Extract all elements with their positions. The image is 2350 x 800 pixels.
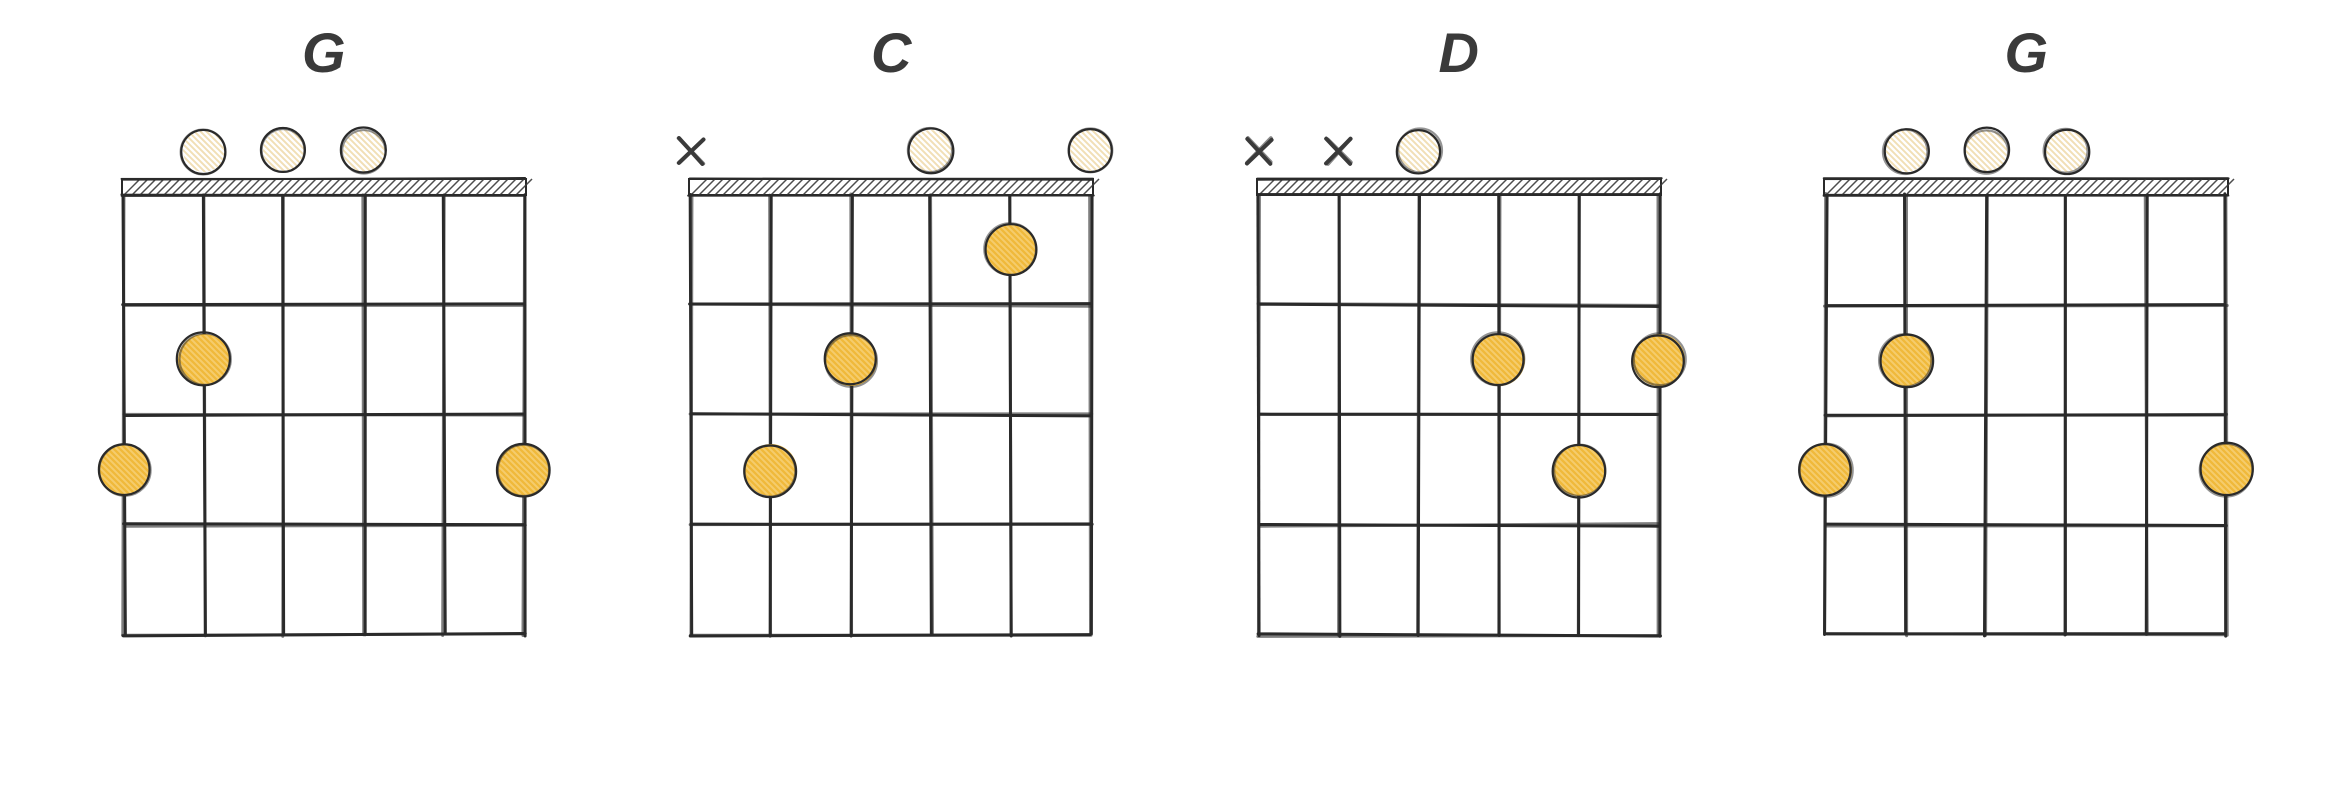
fretboard	[84, 125, 564, 680]
chord-diagram: G	[84, 20, 564, 680]
fretboard	[1219, 125, 1699, 680]
fretboard-svg	[84, 125, 564, 675]
fretboard-svg	[1786, 125, 2266, 675]
chord-name-label: G	[2004, 20, 2048, 85]
chord-name-label: C	[871, 20, 911, 85]
fretboard	[1786, 125, 2266, 680]
chord-diagram-row: GCDG	[0, 0, 2350, 800]
chord-name-label: D	[1439, 20, 1479, 85]
chord-name-label: G	[302, 20, 346, 85]
fretboard-svg	[651, 125, 1131, 675]
chord-diagram: G	[1786, 20, 2266, 680]
fretboard-svg	[1219, 125, 1699, 675]
chord-diagram: D	[1219, 20, 1699, 680]
chord-diagram: C	[651, 20, 1131, 680]
fretboard	[651, 125, 1131, 680]
